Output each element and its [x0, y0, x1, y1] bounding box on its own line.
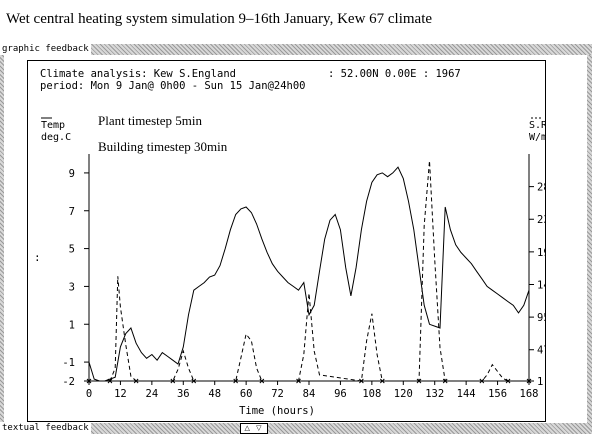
series-temp-line — [88, 166, 530, 382]
series-point-marker — [526, 378, 532, 384]
x-tick-label: 36 — [177, 388, 190, 400]
series-point-marker — [170, 378, 176, 384]
left-tick-label: 7 — [69, 206, 75, 218]
left-tick-label: 3 — [69, 281, 75, 293]
left-tick-label: 5 — [69, 244, 75, 256]
series-point-marker — [191, 378, 197, 384]
x-tick-label: 168 — [520, 388, 539, 400]
right-axis-label-unit: W/m2 — [529, 132, 545, 143]
textual-feedback-label: textual feedback — [0, 422, 91, 434]
header-climate-line: Climate analysis: Kew S.England — [40, 68, 236, 80]
left-tick-label: -1 — [62, 357, 75, 369]
series-point-marker — [442, 378, 448, 384]
graphic-feedback-panel: Climate analysis: Kew S.England : 52.00N… — [27, 60, 559, 422]
series-point-marker — [107, 378, 113, 384]
x-axis-label: Time (hours) — [239, 405, 315, 417]
series-point-marker — [479, 378, 485, 384]
building-timestep-note: Building timestep 30min — [98, 139, 228, 154]
x-tick-label: 120 — [394, 388, 413, 400]
right-tick-label: 47 — [537, 345, 545, 357]
chart-canvas: Climate analysis: Kew S.England : 52.00N… — [34, 68, 559, 417]
left-axis-label-temp: Temp — [41, 120, 65, 131]
right-frame-edge — [587, 55, 592, 423]
right-tick-label: 1 — [537, 376, 543, 388]
graphic-feedback-titlebar[interactable]: graphic feedback — [0, 43, 592, 55]
window-title: Wet central heating system simulation 9–… — [6, 11, 433, 27]
series-point-marker — [133, 378, 139, 384]
x-tick-label: 132 — [425, 388, 444, 400]
x-tick-label: 156 — [488, 388, 507, 400]
right-tick-label: 287 — [537, 182, 545, 194]
right-axis-ticks: 287 239 191 143 95 47 1 — [529, 182, 556, 388]
series-point-marker — [296, 378, 301, 384]
left-axis-ticks: 9 7 5 3 1 -1 -2 — [62, 168, 89, 388]
right-tick-label: 95 — [537, 312, 545, 324]
left-frame-edge — [0, 55, 4, 423]
series-s-rad-line — [89, 160, 529, 382]
x-axis-ticks: 0 12 24 36 48 60 72 84 96 108 120 132 144 156 168 — [86, 381, 539, 400]
right-tick-label: 143 — [537, 279, 545, 291]
header-period-line: period: Mon 9 Jan@ 0h00 - Sun 15 Jan@24h… — [40, 80, 306, 92]
right-axis-label-srad: S.Rad — [529, 120, 545, 131]
series-point-marker — [416, 378, 422, 384]
right-tick-label: 239 — [537, 214, 545, 226]
chart-axes — [41, 117, 542, 382]
series-point-marker — [379, 378, 385, 384]
textual-feedback-titlebar[interactable]: textual feedback — [0, 422, 592, 434]
x-tick-label: 60 — [240, 388, 253, 400]
x-tick-label: 144 — [457, 388, 476, 400]
scroll-buttons[interactable]: △ ▽ — [240, 423, 268, 434]
x-tick-label: 72 — [271, 388, 284, 400]
right-tick-label: 191 — [537, 247, 545, 259]
left-axis-label-unit: deg.C — [41, 132, 71, 143]
series-point-marker — [359, 378, 364, 384]
x-tick-label: 12 — [114, 388, 127, 400]
left-tick-label: -2 — [62, 376, 75, 388]
plant-timestep-note: Plant timestep 5min — [98, 113, 202, 128]
graphic-feedback-label: graphic feedback — [0, 43, 91, 55]
series-point-marker — [86, 378, 92, 384]
series-point-marker — [233, 378, 239, 384]
left-tick-label: 9 — [69, 168, 75, 180]
x-tick-label: 108 — [362, 388, 381, 400]
x-tick-label: 0 — [86, 388, 92, 400]
header-coords: : 52.00N 0.00E : 1967 — [328, 68, 461, 80]
x-tick-label: 84 — [303, 388, 316, 400]
left-marker: : — [34, 251, 41, 264]
series-point-marker — [505, 378, 511, 384]
x-tick-label: 48 — [208, 388, 221, 400]
left-tick-label: 1 — [69, 319, 75, 331]
series-point-marker — [259, 378, 265, 384]
x-tick-label: 24 — [146, 388, 159, 400]
x-tick-label: 96 — [334, 388, 347, 400]
chart-series — [86, 160, 532, 384]
